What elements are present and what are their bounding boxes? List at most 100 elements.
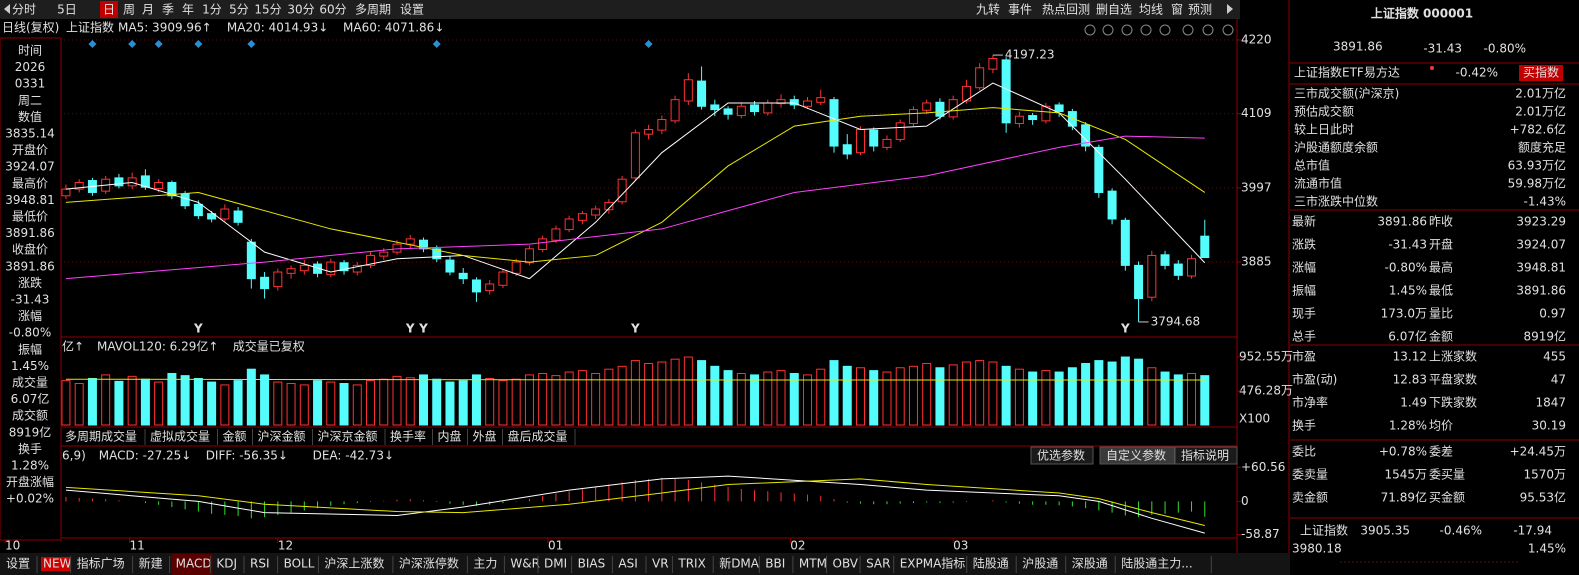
quote-value: 3891.86: [1377, 215, 1427, 229]
toolbar-item[interactable]: 月: [142, 3, 154, 17]
candle-body: [829, 99, 839, 147]
toolbar-item[interactable]: 设置: [400, 3, 424, 17]
candle-body: [167, 182, 177, 197]
extreme-label: 4197.23: [1005, 48, 1055, 62]
quote-label: 换手: [1292, 419, 1316, 433]
indicator-tab[interactable]: BOLL: [284, 557, 315, 571]
volume-tab[interactable]: 内盘: [438, 429, 462, 444]
marker: [432, 40, 441, 48]
indicator-tab[interactable]: 陆股通: [973, 556, 1009, 571]
toolbar-item[interactable]: 预测: [1188, 3, 1212, 17]
volume-tab[interactable]: 多周期成交量: [65, 429, 137, 444]
indicator-tab[interactable]: 新建: [139, 556, 163, 571]
toolbar-item[interactable]: 删自选: [1096, 3, 1132, 17]
param-button[interactable]: [1030, 446, 1094, 465]
indicator-tab[interactable]: ASI: [618, 557, 637, 571]
candle-body: [405, 238, 415, 245]
toolbar-item[interactable]: 事件: [1008, 3, 1032, 17]
candle-body: [1014, 115, 1024, 125]
volume-bar: [127, 375, 137, 426]
nav-left[interactable]: [4, 4, 10, 14]
indicator-tab[interactable]: BBI: [765, 557, 785, 571]
indicator-tab[interactable]: KDJ: [216, 557, 237, 571]
candle-body: [750, 104, 760, 113]
candle-body: [1120, 219, 1130, 266]
indicator-tab[interactable]: OBV: [833, 557, 859, 571]
indicator-tab[interactable]: 主力: [473, 557, 497, 571]
volume-tab[interactable]: 沪深金额: [258, 429, 306, 444]
indicator-tab[interactable]: 设置: [6, 557, 30, 571]
candle-body: [803, 100, 813, 107]
candle-body: [617, 178, 627, 203]
indicator-tab[interactable]: RSI: [250, 557, 270, 571]
volume-bar: [895, 367, 905, 426]
quote-value: 47: [1551, 373, 1566, 387]
param-button-label[interactable]: 优选参数: [1037, 448, 1085, 463]
volume-bar: [961, 361, 971, 426]
nav-right[interactable]: [1227, 4, 1233, 14]
toolbar-item[interactable]: 周: [123, 3, 135, 17]
param-button[interactable]: [1174, 446, 1238, 465]
volume-bar: [114, 380, 124, 426]
volume-bar: [87, 377, 97, 426]
toolbar-item[interactable]: 15分: [254, 3, 281, 17]
toolbar-item[interactable]: 日: [103, 3, 115, 17]
indicator-tab[interactable]: 指标广场: [77, 556, 125, 571]
y-tick-label: 3997: [1241, 180, 1272, 194]
toolbar-item[interactable]: 均线: [1139, 3, 1163, 17]
info-value: 周二: [18, 93, 42, 107]
toolbar-item[interactable]: 九转: [976, 2, 1000, 17]
volume-bar: [1001, 365, 1011, 426]
indicator-tab[interactable]: DMI: [544, 557, 567, 571]
volume-tab[interactable]: 金额: [223, 429, 247, 444]
volume-bar: [988, 361, 998, 426]
candle-body: [246, 241, 256, 280]
info-value: 3891.86: [5, 259, 55, 273]
volume-bar: [670, 358, 680, 426]
toolbar-item[interactable]: 5日: [57, 3, 77, 17]
indicator-tab[interactable]: SAR: [866, 557, 890, 571]
indicator-tab[interactable]: MACD: [176, 557, 212, 571]
indicator-tab[interactable]: TRIX: [677, 557, 705, 571]
toolbar-item[interactable]: 5分: [229, 3, 249, 17]
indicator-tab[interactable]: MTM: [799, 557, 827, 571]
volume-tab[interactable]: 盘后成交量: [508, 429, 568, 444]
info-label: 成交额: [12, 408, 48, 423]
candle-body: [1160, 254, 1170, 266]
toolbar-item[interactable]: 多周期: [355, 3, 391, 17]
toolbar-item[interactable]: 1分: [202, 3, 222, 17]
indicator-tab[interactable]: 沪深上涨数: [324, 556, 384, 571]
candle-body: [1200, 235, 1210, 259]
indicator-tab[interactable]: 沪深涨停数: [399, 556, 459, 571]
volume-tab[interactable]: 换手率: [390, 429, 426, 444]
toolbar-item[interactable]: 年: [182, 3, 194, 17]
indicator-tab[interactable]: 沪股通: [1022, 557, 1058, 571]
param-button-label[interactable]: 自定义参数: [1106, 448, 1166, 463]
indicator-tab[interactable]: 新DMA: [719, 556, 760, 571]
indicator-tab[interactable]: W&R: [510, 557, 540, 571]
candle-body: [114, 177, 124, 187]
volume-tab[interactable]: 外盘: [473, 429, 497, 444]
toolbar-item[interactable]: 分时: [12, 3, 36, 17]
toolbar-item[interactable]: 窗: [1171, 3, 1183, 17]
quote-value: -31.43: [1388, 238, 1427, 252]
info-value: -31.43: [11, 293, 50, 307]
toolbar-item[interactable]: 季: [162, 3, 174, 17]
toolbar-item[interactable]: 60分: [319, 3, 346, 17]
volume-bar: [299, 384, 309, 426]
indicator-tab[interactable]: NEW: [43, 557, 72, 571]
volume-tab[interactable]: 虚拟成交量: [150, 429, 210, 444]
legend-entry: MA20: 4014.93↓: [227, 21, 328, 35]
buy-button-label[interactable]: 买指数: [1523, 65, 1559, 80]
buy-button[interactable]: [1519, 65, 1563, 81]
toolbar-item[interactable]: 30分: [287, 3, 314, 17]
param-button-label[interactable]: 指标说明: [1181, 448, 1229, 463]
volume-tab[interactable]: 沪深京金额: [318, 429, 378, 444]
indicator-tab[interactable]: EXPMA指标: [900, 556, 966, 571]
indicator-tab[interactable]: VR: [652, 557, 669, 571]
symbol: 上证指数: [66, 20, 114, 35]
indicator-tab[interactable]: 陆股通主力...: [1121, 556, 1192, 571]
indicator-tab[interactable]: BIAS: [578, 557, 606, 571]
toolbar-item[interactable]: 热点回测: [1042, 3, 1090, 17]
indicator-tab[interactable]: 深股通: [1072, 557, 1108, 571]
